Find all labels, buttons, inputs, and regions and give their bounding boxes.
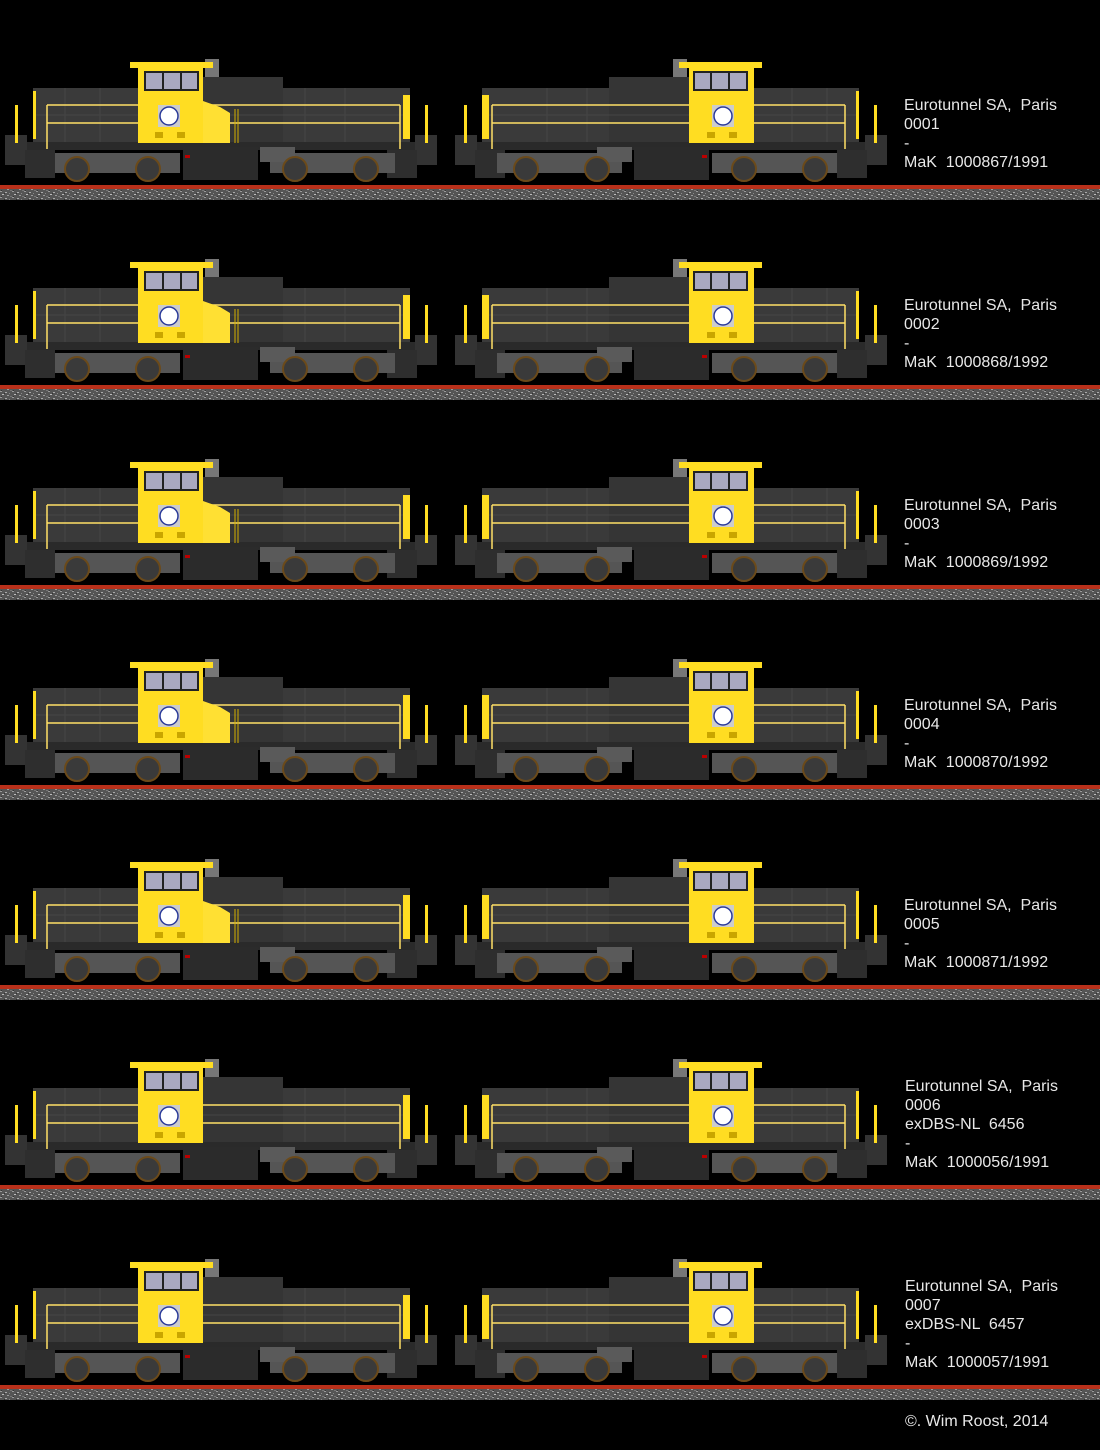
caption-line: 0003: [904, 516, 940, 533]
locomotive-right-view: [455, 658, 887, 782]
track: [0, 1185, 1100, 1200]
locomotive-caption: Eurotunnel SA, Paris 0006 exDBS-NL 6456 - Ma…: [905, 1077, 1058, 1172]
locomotive-right-view: [455, 258, 887, 382]
caption-line: Eurotunnel SA, Paris: [905, 1278, 1058, 1295]
caption-line: 0004: [904, 716, 940, 733]
rail: [0, 785, 1100, 789]
caption-line: 0007: [905, 1297, 941, 1314]
rail: [0, 185, 1100, 189]
locomotive-row: Eurotunnel SA, Paris 0002 - MaK 1000868/199…: [0, 200, 1100, 400]
locomotive-row: Eurotunnel SA, Paris 0005 - MaK 1000871/199…: [0, 800, 1100, 1000]
locomotive-caption: Eurotunnel SA, Paris 0005 - MaK 1000871/199…: [904, 896, 1057, 972]
caption-line: -: [904, 535, 910, 552]
caption-line: Eurotunnel SA, Paris: [904, 697, 1057, 714]
caption-line: exDBS-NL 6456: [905, 1116, 1025, 1133]
locomotive-row: Eurotunnel SA, Paris 0001 - MaK 1000867/199…: [0, 0, 1100, 200]
track: [0, 1385, 1100, 1400]
rail: [0, 385, 1100, 389]
caption-line: Eurotunnel SA, Paris: [904, 497, 1057, 514]
ballast: [0, 1189, 1100, 1200]
locomotive-left-view: [5, 1258, 437, 1382]
rail: [0, 585, 1100, 589]
track: [0, 785, 1100, 800]
caption-line: Eurotunnel SA, Paris: [904, 97, 1057, 114]
locomotive-left-view: [5, 258, 437, 382]
ballast: [0, 589, 1100, 600]
caption-line: exDBS-NL 6457: [905, 1316, 1025, 1333]
rail: [0, 1185, 1100, 1189]
track: [0, 585, 1100, 600]
caption-line: -: [904, 135, 910, 152]
caption-line: MaK 1000056/1991: [905, 1154, 1050, 1171]
track: [0, 385, 1100, 400]
locomotive-caption: Eurotunnel SA, Paris 0002 - MaK 1000868/199…: [904, 296, 1057, 372]
locomotive-left-view: [5, 1058, 437, 1182]
locomotive-right-view: [455, 458, 887, 582]
copyright: ©. Wim Roost, 2014: [905, 1413, 1049, 1430]
locomotive-right-view: [455, 1058, 887, 1182]
locomotive-left-view: [5, 58, 437, 182]
caption-line: MaK 1000869/1992: [904, 554, 1049, 571]
caption-line: 0005: [904, 916, 940, 933]
locomotive-row: Eurotunnel SA, Paris 0007 exDBS-NL 6457 - Ma…: [0, 1200, 1100, 1400]
locomotive-right-view: [455, 858, 887, 982]
caption-line: MaK 1000867/1991: [904, 154, 1049, 171]
ballast: [0, 389, 1100, 400]
locomotive-row: Eurotunnel SA, Paris 0003 - MaK 1000869/199…: [0, 400, 1100, 600]
caption-line: 0001: [904, 116, 940, 133]
locomotive-row: Eurotunnel SA, Paris 0006 exDBS-NL 6456 - Ma…: [0, 1000, 1100, 1200]
ballast: [0, 1389, 1100, 1400]
ballast: [0, 189, 1100, 200]
caption-line: 0002: [904, 316, 940, 333]
rail: [0, 1385, 1100, 1389]
track: [0, 985, 1100, 1000]
caption-line: 0006: [905, 1097, 941, 1114]
caption-line: -: [905, 1135, 911, 1152]
caption-line: -: [905, 1335, 911, 1352]
caption-line: MaK 1000871/1992: [904, 954, 1049, 971]
rail: [0, 985, 1100, 989]
caption-line: Eurotunnel SA, Paris: [904, 897, 1057, 914]
locomotive-caption: Eurotunnel SA, Paris 0007 exDBS-NL 6457 - Ma…: [905, 1277, 1058, 1372]
caption-line: -: [904, 335, 910, 352]
locomotive-left-view: [5, 458, 437, 582]
locomotive-caption: Eurotunnel SA, Paris 0003 - MaK 1000869/199…: [904, 496, 1057, 572]
caption-line: MaK 1000870/1992: [904, 754, 1049, 771]
locomotive-row: Eurotunnel SA, Paris 0004 - MaK 1000870/199…: [0, 600, 1100, 800]
caption-line: Eurotunnel SA, Paris: [904, 297, 1057, 314]
locomotive-right-view: [455, 58, 887, 182]
track: [0, 185, 1100, 200]
locomotive-left-view: [5, 658, 437, 782]
ballast: [0, 789, 1100, 800]
locomotive-caption: Eurotunnel SA, Paris 0004 - MaK 1000870/199…: [904, 696, 1057, 772]
caption-line: Eurotunnel SA, Paris: [905, 1078, 1058, 1095]
caption-line: -: [904, 935, 910, 952]
caption-line: MaK 1000868/1992: [904, 354, 1049, 371]
locomotive-caption: Eurotunnel SA, Paris 0001 - MaK 1000867/199…: [904, 96, 1057, 172]
locomotive-left-view: [5, 858, 437, 982]
caption-line: MaK 1000057/1991: [905, 1354, 1050, 1371]
ballast: [0, 989, 1100, 1000]
caption-line: -: [904, 735, 910, 752]
locomotive-right-view: [455, 1258, 887, 1382]
